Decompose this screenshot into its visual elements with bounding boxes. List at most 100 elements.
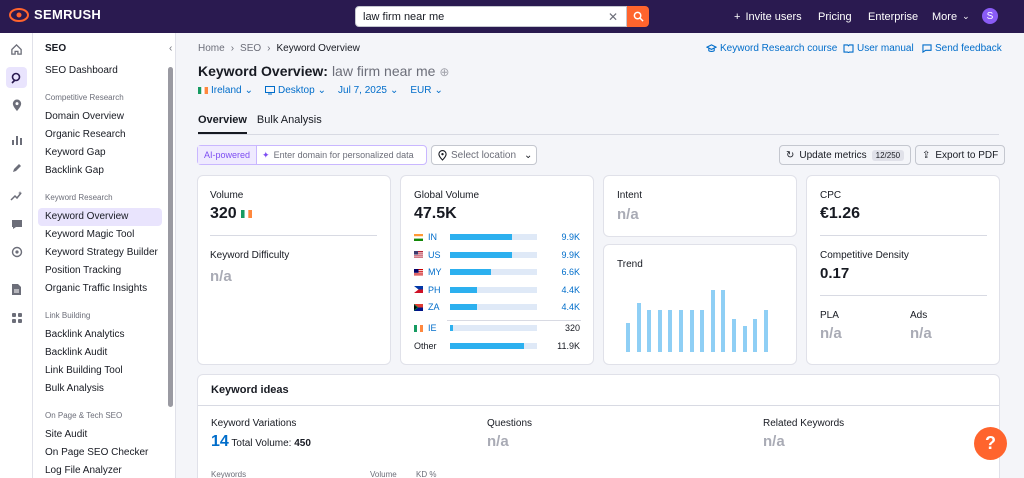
keyword-ideas-card: Keyword ideas Keyword Variations 14 Tota…: [197, 374, 1000, 478]
sidebar-item-domain-overview[interactable]: Domain Overview: [45, 111, 124, 122]
sidebar-item-keyword-magic-tool[interactable]: Keyword Magic Tool: [45, 229, 135, 240]
currency-filter[interactable]: EUR ⌄: [410, 85, 443, 96]
home-icon[interactable]: [6, 39, 27, 60]
avatar[interactable]: S: [982, 8, 998, 24]
location-pin-icon[interactable]: [6, 95, 27, 116]
seo-icon[interactable]: [6, 67, 27, 88]
sidebar-active-highlight: [38, 208, 162, 226]
trend-bar: [626, 322, 630, 352]
tab-overview[interactable]: Overview: [198, 114, 247, 134]
update-metrics-button[interactable]: ↻ Update metrics 12/250: [779, 145, 912, 165]
export-pdf-button[interactable]: ⇪ Export to PDF: [915, 145, 1006, 165]
sparkle-icon: ✦: [262, 149, 270, 160]
trend-bar: [742, 325, 747, 352]
semrush-logo[interactable]: SEMRUSH: [8, 7, 101, 22]
personalized-domain-input[interactable]: AI-powered ✦ Enter domain for personaliz…: [197, 145, 427, 165]
country-row[interactable]: ZA 4.4K: [414, 301, 580, 313]
country-row[interactable]: IE 320: [414, 322, 580, 334]
sidebar-item-bulk-analysis[interactable]: Bulk Analysis: [45, 383, 104, 394]
target-icon[interactable]: [6, 241, 27, 262]
keyword-research-course-link[interactable]: Keyword Research course: [706, 43, 837, 54]
country-share-fill: [450, 269, 492, 275]
sidebar-item-backlink-gap[interactable]: Backlink Gap: [45, 165, 104, 176]
add-keyword-icon[interactable]: ⊕: [439, 65, 450, 79]
search-input[interactable]: law firm near me ✕: [355, 6, 627, 27]
chat-icon[interactable]: [6, 213, 27, 234]
flag-ireland-icon: [241, 210, 253, 218]
sparkle-trend-icon[interactable]: [6, 185, 27, 206]
chart-bars-icon[interactable]: [6, 129, 27, 150]
select-location-dropdown[interactable]: Select location ⌄: [431, 145, 537, 165]
pen-icon[interactable]: [6, 157, 27, 178]
pla-value: n/a: [820, 325, 842, 342]
sidebar-item-keyword-gap[interactable]: Keyword Gap: [45, 147, 106, 158]
trend-bar: [710, 289, 715, 352]
more-menu[interactable]: More ⌄: [932, 0, 970, 33]
country-volume: 320: [564, 323, 580, 333]
ai-powered-badge: AI-powered: [198, 146, 258, 164]
country-code: IN: [428, 232, 437, 242]
tab-bulk-analysis[interactable]: Bulk Analysis: [256, 114, 322, 126]
breadcrumb-home[interactable]: Home: [198, 43, 225, 54]
collapse-sidebar-chevron-icon[interactable]: ‹: [169, 43, 173, 54]
sidebar-item-keyword-strategy-builder[interactable]: Keyword Strategy Builder: [45, 247, 158, 258]
apps-grid-icon[interactable]: [6, 307, 27, 328]
breadcrumb-current: Keyword Overview: [276, 43, 360, 54]
device-filter[interactable]: Desktop ⌄: [264, 85, 327, 96]
sidebar-item-keyword-overview[interactable]: Keyword Overview: [45, 211, 129, 222]
questions-label[interactable]: Questions: [487, 418, 533, 429]
volume-label: Volume: [210, 190, 244, 201]
trend-bar: [753, 319, 758, 352]
country-filter[interactable]: Ireland ⌄: [198, 85, 253, 96]
sidebar-scrollbar[interactable]: [168, 67, 173, 407]
sidebar-item-backlink-audit[interactable]: Backlink Audit: [45, 347, 108, 358]
sidebar-item-on-page-seo-checker[interactable]: On Page SEO Checker: [45, 447, 149, 458]
country-row[interactable]: Other 11.9K: [414, 340, 580, 352]
chevron-down-icon: ⌄: [524, 149, 533, 161]
trend-bar: [679, 310, 683, 352]
country-share-bar: [450, 325, 537, 331]
flag-ireland-icon: [198, 87, 208, 94]
sidebar-item-organic-traffic-insights[interactable]: Organic Traffic Insights: [45, 283, 148, 294]
country-row[interactable]: MY 6.6K: [414, 266, 580, 278]
sidebar-item-link-building-tool[interactable]: Link Building Tool: [45, 365, 123, 376]
sidebar-item-position-tracking[interactable]: Position Tracking: [45, 265, 122, 276]
search-button[interactable]: [627, 6, 649, 27]
user-manual-link[interactable]: User manual: [843, 43, 914, 54]
keyword-variations-label[interactable]: Keyword Variations: [211, 418, 297, 429]
country-row[interactable]: PH 4.4K: [414, 284, 580, 296]
country-label: Ireland: [211, 85, 242, 96]
volume-value: 320: [210, 205, 253, 223]
date-filter[interactable]: Jul 7, 2025 ⌄: [338, 85, 398, 96]
country-code: US: [428, 249, 441, 260]
sidebar-item-log-file-analyzer[interactable]: Log File Analyzer: [45, 465, 122, 476]
sidebar-item-organic-research[interactable]: Organic Research: [45, 129, 126, 140]
enterprise-link[interactable]: Enterprise: [868, 0, 918, 33]
breadcrumb-seo[interactable]: SEO: [240, 43, 262, 54]
clear-icon[interactable]: ✕: [607, 10, 618, 24]
country-row[interactable]: IN 9.9K: [414, 231, 580, 243]
pricing-link[interactable]: Pricing: [818, 0, 852, 33]
country-share-fill: [450, 304, 477, 310]
book-icon: [843, 44, 854, 53]
brand-name: SEMRUSH: [34, 7, 102, 22]
country-code: MY: [428, 267, 442, 277]
sidebar-item-backlink-analytics[interactable]: Backlink Analytics: [45, 329, 125, 340]
sidebar-item-site-audit[interactable]: Site Audit: [45, 429, 88, 440]
invite-users-link[interactable]: + Invite users: [734, 0, 802, 33]
divider: [210, 235, 377, 236]
keyword-variations-count[interactable]: 14: [211, 433, 229, 450]
country-volume: 6.6K: [561, 267, 580, 277]
document-icon[interactable]: [6, 279, 27, 300]
send-feedback-link[interactable]: Send feedback: [922, 43, 1002, 54]
feedback-icon: [922, 44, 932, 53]
top-bar: SEMRUSH law firm near me ✕ + Invite users…: [0, 0, 1024, 33]
related-keywords-value: n/a: [763, 433, 785, 450]
column-header-keywords: Keywords: [211, 470, 247, 478]
sidebar-item-seo-dashboard[interactable]: SEO Dashboard: [45, 65, 118, 76]
chevron-down-icon: ⌄: [317, 85, 327, 96]
country-row[interactable]: US 9.9K: [414, 249, 580, 261]
help-button[interactable]: ?: [974, 427, 1007, 460]
related-keywords-label[interactable]: Related Keywords: [763, 418, 845, 429]
flag-ie-icon: [414, 324, 423, 332]
